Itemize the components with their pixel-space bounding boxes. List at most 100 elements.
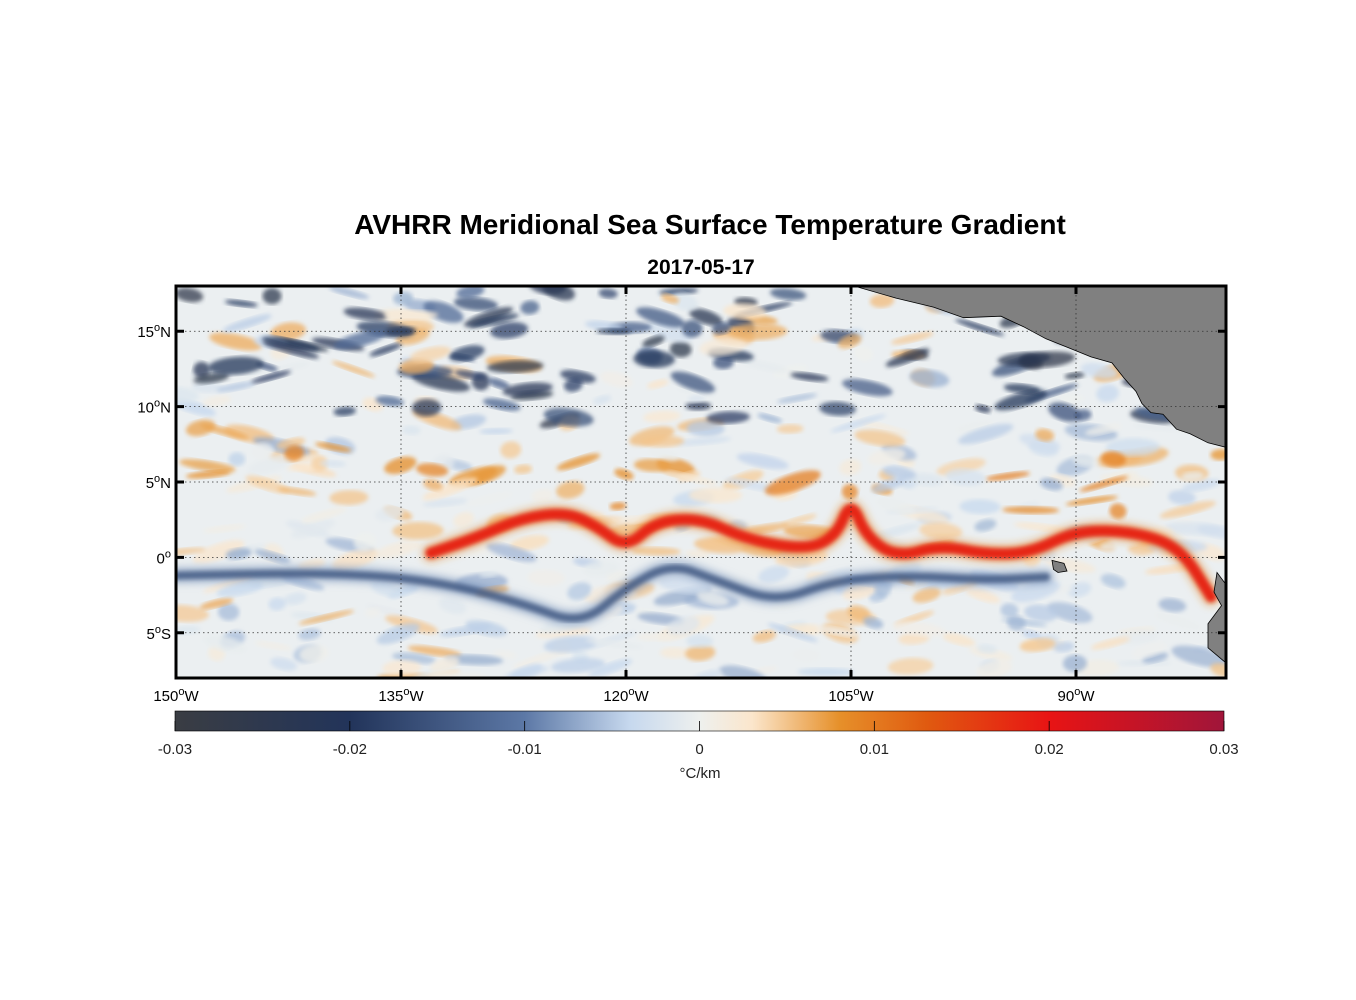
texture-blob (328, 286, 370, 299)
texture-blob (209, 332, 262, 351)
texture-blob (945, 468, 986, 486)
texture-blob (954, 319, 1005, 336)
texture-blob (736, 453, 789, 470)
colorbar-label: °C/km (680, 765, 721, 782)
colorbar-tick-label: 0.02 (1035, 741, 1064, 758)
texture-blob (585, 638, 643, 649)
texture-blob (270, 657, 298, 671)
texture-blob (247, 453, 295, 475)
texture-blob (1065, 495, 1119, 506)
texture-blob (258, 361, 310, 377)
cold-band-core (176, 564, 1050, 623)
texture-blob (685, 549, 711, 558)
x-tick-label: 135oW (378, 686, 424, 705)
texture-blob (251, 442, 274, 461)
texture-blob (199, 597, 234, 610)
texture-blob (639, 435, 685, 448)
texture-blob (490, 322, 529, 339)
texture-blob (857, 420, 910, 436)
texture-blob (376, 623, 420, 645)
texture-blob (254, 549, 291, 564)
texture-blob (541, 286, 575, 301)
texture-blob (1035, 428, 1055, 442)
colorbar-tick-label: 0 (695, 741, 703, 758)
texture-blob (487, 378, 510, 390)
texture-blob (298, 628, 321, 641)
texture-blob (438, 597, 467, 615)
texture-blob (567, 582, 592, 601)
texture-blob (439, 624, 492, 637)
texture-blob (563, 378, 583, 392)
texture-blob (551, 658, 606, 673)
texture-blob (493, 649, 517, 659)
texture-blob (423, 301, 464, 323)
texture-blob (1100, 573, 1126, 589)
texture-blob (1085, 423, 1122, 436)
texture-blob (837, 334, 862, 349)
texture-blob (469, 313, 519, 328)
texture-blob (176, 399, 216, 417)
texture-blob (727, 323, 788, 340)
texture-blob (666, 616, 700, 636)
texture-blob (908, 473, 944, 487)
texture-blob (1039, 477, 1063, 491)
texture-blob (222, 314, 272, 333)
texture-blob (268, 597, 286, 611)
y-tick-label: 5oS (147, 624, 171, 643)
map-plot-area (176, 286, 1226, 678)
texture-blob (919, 522, 963, 540)
texture-blob (399, 358, 435, 374)
texture-blob (985, 471, 1030, 481)
texture-blob (958, 423, 1014, 445)
texture-blob (764, 470, 821, 496)
texture-blob (631, 547, 681, 556)
texture-blob (444, 654, 504, 666)
land-south-america (1207, 571, 1226, 665)
texture-blob (1072, 455, 1100, 468)
texture-blob (314, 442, 352, 453)
texture-blob (332, 548, 379, 571)
texture-blob (479, 570, 498, 578)
texture-blob (598, 288, 618, 299)
texture-blob (776, 424, 804, 434)
texture-blob (909, 369, 950, 388)
texture-blob (192, 540, 245, 564)
texture-blob (1144, 564, 1192, 575)
texture-blob (228, 452, 246, 466)
colorbar-tick-label: -0.03 (158, 741, 192, 758)
texture-blob (669, 341, 692, 358)
texture-blob (1158, 598, 1187, 613)
texture-blob (685, 645, 716, 661)
chart-title: AVHRR Meridional Sea Surface Temperature… (354, 209, 1066, 240)
texture-blob (176, 604, 209, 622)
texture-blob (582, 560, 620, 577)
texture-blob (1019, 638, 1056, 652)
texture-blob (1024, 604, 1058, 622)
texture-blob (742, 359, 789, 373)
texture-blob (912, 587, 941, 603)
texture-blob (453, 297, 499, 311)
texture-blob (686, 634, 714, 648)
texture-blob (333, 406, 357, 417)
texture-blob (543, 407, 594, 427)
texture-blob (1090, 636, 1131, 650)
chart-subtitle: 2017-05-17 (647, 256, 754, 279)
texture-blob (479, 428, 513, 435)
texture-blob (776, 393, 818, 404)
texture-blob (1096, 384, 1119, 403)
texture-blob (343, 307, 388, 321)
texture-blob (392, 521, 444, 540)
texture-blob (1181, 479, 1221, 492)
texture-blob (819, 401, 856, 416)
texture-blob (514, 464, 533, 475)
texture-blob (409, 346, 451, 362)
texture-blob (520, 300, 540, 315)
texture-blob (502, 382, 553, 397)
texture-blob (609, 502, 627, 511)
texture-blob (370, 581, 402, 598)
texture-blob (687, 395, 706, 403)
texture-blob (699, 337, 747, 356)
texture-blob (203, 634, 247, 653)
texture-blob (301, 507, 347, 523)
texture-blob (994, 390, 1048, 411)
